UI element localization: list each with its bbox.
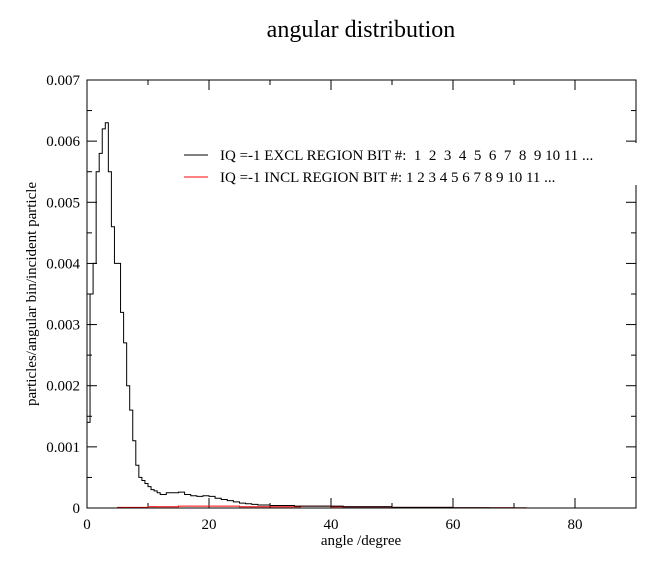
y-tick-label: 0.001: [46, 440, 80, 456]
y-tick-label: 0.006: [46, 134, 80, 150]
legend-label-excl: IQ =-1 EXCL REGION BIT #: 1 2 3 4 5 6 7 …: [220, 148, 593, 164]
x-tick-label: 0: [83, 517, 91, 533]
x-axis-label: angle /degree: [321, 533, 402, 549]
y-tick-label: 0: [73, 501, 81, 517]
legend: IQ =-1 EXCL REGION BIT #: 1 2 3 4 5 6 7 …: [179, 143, 655, 186]
legend-label-incl: IQ =-1 INCL REGION BIT #: 1 2 3 4 5 6 7 …: [220, 170, 555, 186]
plot-frame: [86, 79, 637, 509]
x-tick-label: 20: [202, 517, 217, 533]
legend-box: [179, 143, 655, 185]
y-tick-label: 0.003: [46, 318, 80, 334]
y-tick-labels: 0 0.001 0.002 0.003 0.004 0.005 0.006 0.007: [46, 73, 80, 517]
tick-marks: [86, 79, 637, 509]
x-tick-label: 80: [568, 517, 583, 533]
series-line-excl: [86, 122, 527, 509]
y-tick-label: 0.005: [46, 195, 80, 211]
x-tick-label: 40: [324, 517, 339, 533]
x-tick-labels: 0 20 40 60 80: [83, 517, 582, 533]
y-axis-label: particles/angular bin/incident particle: [24, 182, 40, 406]
y-tick-label: 0.007: [46, 73, 80, 89]
y-tick-label: 0.004: [46, 256, 80, 272]
x-tick-label: 60: [446, 517, 461, 533]
chart-title: angular distribution: [267, 17, 456, 43]
y-tick-label: 0.002: [46, 379, 80, 395]
